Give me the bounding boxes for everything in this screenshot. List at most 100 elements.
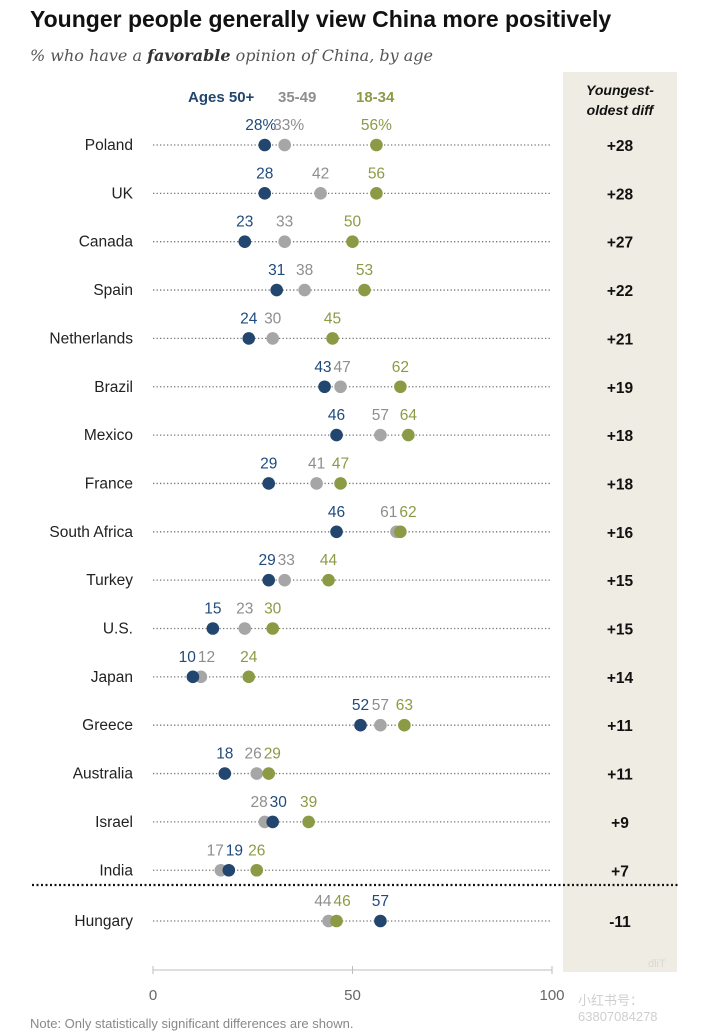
dot-young bbox=[266, 622, 280, 635]
dot-mid bbox=[250, 767, 264, 780]
dot-young bbox=[402, 428, 415, 442]
value-label-young: 44 bbox=[320, 552, 338, 569]
dot-old bbox=[330, 428, 343, 442]
value-label-young: 50 bbox=[344, 214, 362, 231]
dot-mid bbox=[374, 428, 387, 442]
diff-value: +15 bbox=[607, 573, 634, 590]
legend-label: 35-49 bbox=[278, 89, 316, 106]
value-label-mid: 42 bbox=[312, 165, 329, 182]
dot-young bbox=[398, 718, 411, 732]
dot-old bbox=[258, 187, 272, 200]
legend-label: Ages 50+ bbox=[188, 89, 255, 106]
value-label-young: 64 bbox=[400, 407, 418, 424]
diff-value: +27 bbox=[607, 235, 633, 252]
value-label-mid: 38 bbox=[296, 262, 313, 279]
dot-old bbox=[218, 767, 232, 780]
value-label-mid: 47 bbox=[334, 359, 351, 376]
value-label-old: 24 bbox=[240, 310, 258, 327]
chart-subtitle: % who have a favorable opinion of China,… bbox=[30, 46, 434, 65]
value-label-young: 24 bbox=[240, 649, 258, 666]
x-tick-label: 50 bbox=[344, 987, 361, 1004]
diff-value: +22 bbox=[607, 283, 633, 300]
dot-mid bbox=[238, 622, 252, 635]
diff-value: +7 bbox=[611, 863, 629, 880]
value-label-old: 43 bbox=[314, 359, 331, 376]
country-label: Israel bbox=[95, 814, 133, 831]
dot-young bbox=[358, 283, 371, 297]
country-label: Australia bbox=[73, 766, 134, 783]
dot-mid bbox=[334, 380, 347, 394]
dot-young bbox=[242, 670, 256, 684]
value-label-old: 18 bbox=[216, 746, 233, 763]
country-label: South Africa bbox=[49, 524, 133, 541]
dot-mid bbox=[310, 477, 323, 490]
dot-young bbox=[250, 863, 264, 877]
country-label: Hungary bbox=[74, 913, 133, 930]
diff-value: +28 bbox=[607, 186, 634, 203]
value-label-mid: 33 bbox=[276, 214, 293, 231]
value-label-mid: 12 bbox=[198, 649, 215, 666]
dot-old bbox=[206, 622, 220, 635]
country-label: Greece bbox=[82, 717, 133, 734]
value-label-mid: 33% bbox=[273, 117, 304, 134]
dot-old bbox=[186, 670, 200, 684]
value-label-young: 46 bbox=[334, 893, 351, 910]
dot-mid bbox=[278, 573, 291, 587]
country-label: Brazil bbox=[94, 379, 133, 396]
country-label: Mexico bbox=[84, 427, 133, 444]
value-label-mid: 33 bbox=[278, 552, 295, 569]
dot-mid bbox=[298, 283, 311, 297]
dot-old bbox=[262, 477, 276, 490]
value-label-old: 28 bbox=[256, 165, 273, 182]
dot-old bbox=[238, 235, 252, 248]
legend-label: 18-34 bbox=[356, 89, 395, 106]
value-label-old: 31 bbox=[268, 262, 285, 279]
watermark-badge: dliT bbox=[648, 958, 666, 970]
value-label-old: 29 bbox=[260, 455, 277, 472]
diff-value: +19 bbox=[607, 380, 634, 397]
value-label-mid: 57 bbox=[372, 697, 389, 714]
dot-young bbox=[322, 573, 335, 587]
value-label-old: 30 bbox=[270, 794, 288, 811]
country-label: France bbox=[85, 475, 133, 492]
dot-old bbox=[258, 138, 272, 152]
value-label-mid: 61 bbox=[380, 504, 397, 521]
diff-value: +9 bbox=[611, 815, 629, 832]
diff-value: +21 bbox=[607, 331, 634, 348]
value-label-mid: 41 bbox=[308, 455, 325, 472]
dot-old bbox=[354, 718, 367, 732]
dot-old bbox=[270, 283, 283, 297]
value-label-young: 63 bbox=[396, 697, 413, 714]
dot-mid bbox=[278, 138, 291, 152]
value-label-old: 10 bbox=[179, 649, 197, 666]
country-label: India bbox=[99, 862, 133, 879]
country-label: Spain bbox=[93, 282, 133, 299]
value-label-old: 46 bbox=[328, 504, 345, 521]
chart-title: Younger people generally view China more… bbox=[30, 6, 612, 32]
dot-old bbox=[374, 914, 387, 928]
diff-value: +18 bbox=[607, 476, 634, 493]
diff-column-background bbox=[563, 72, 677, 972]
diff-value: +14 bbox=[607, 670, 634, 687]
dot-young bbox=[326, 332, 339, 345]
value-label-old: 57 bbox=[372, 893, 389, 910]
value-label-young: 39 bbox=[300, 794, 317, 811]
value-label-old: 46 bbox=[328, 407, 345, 424]
dot-young bbox=[346, 235, 359, 248]
country-label: U.S. bbox=[103, 621, 133, 638]
dot-mid bbox=[314, 187, 327, 200]
value-label-old: 19 bbox=[226, 842, 243, 859]
value-label-mid: 26 bbox=[245, 746, 262, 763]
diff-column-header: Youngest- oldest diff bbox=[586, 82, 654, 118]
x-tick-label: 100 bbox=[539, 987, 564, 1004]
value-label-mid: 44 bbox=[314, 893, 332, 910]
country-label: Poland bbox=[85, 137, 133, 154]
value-label-old: 29 bbox=[258, 552, 275, 569]
diff-value: +15 bbox=[607, 622, 634, 639]
dot-young bbox=[394, 525, 407, 539]
value-label-old: 52 bbox=[352, 697, 369, 714]
value-label-young: 26 bbox=[248, 842, 265, 859]
value-label-young: 56 bbox=[368, 165, 385, 182]
value-label-mid: 30 bbox=[264, 310, 282, 327]
